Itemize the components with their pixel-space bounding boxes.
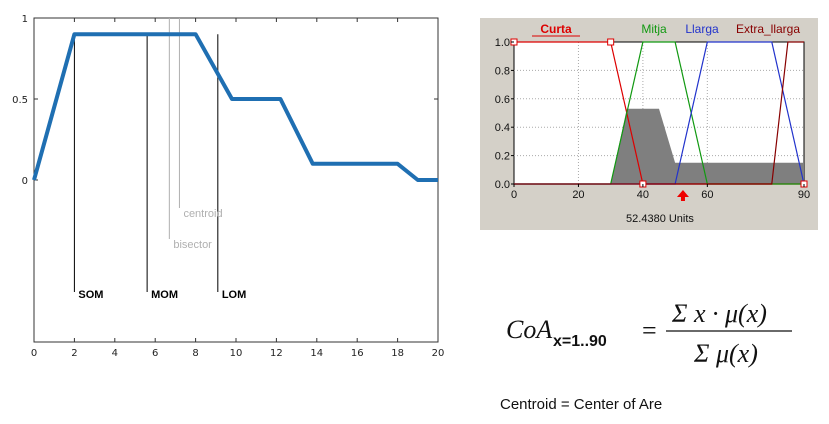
output-arrow-icon[interactable] (676, 190, 689, 201)
x-tick-label: 16 (351, 348, 364, 359)
x-tick-label: 2 (71, 348, 77, 359)
y-tick-label: 0 (22, 176, 28, 187)
defuzz-chart: 0 2 4 6 8 10 12 14 16 18 20 1 0.5 0 SOM MOM LOM centroid… (12, 14, 444, 359)
y-tick-label: 0.6 (495, 94, 510, 106)
lom-marker-label: LOM (222, 289, 246, 301)
x-tick-label: 20 (572, 189, 584, 201)
legend-extra_llarga: Extra_llarga (736, 22, 800, 36)
legend-curta: Curta (540, 22, 572, 36)
formula-equals: = (642, 316, 657, 345)
fuzzy-sets-panel: Curta Mitja Llarga Extra_llarga 0 20 40 60 90 0.… (480, 18, 818, 230)
x-tick-label: 10 (230, 348, 243, 359)
centroid-caption: Centroid = Center of Are (500, 396, 663, 413)
curta-vertex-marker (607, 38, 615, 46)
y-tick-label: 0.4 (495, 122, 510, 134)
x-tick-label: 18 (391, 348, 404, 359)
y-tick-label: 1 (22, 14, 28, 25)
coa-formula: CoA x=1..90 = Σ x · μ(x) Σ μ(x) (506, 299, 792, 368)
x-tick-label: 0 (31, 348, 37, 359)
x-tick-label: 0 (511, 189, 517, 201)
y-tick-label: 1.0 (495, 37, 510, 49)
bisector-marker-label: bisector (173, 239, 212, 251)
x-tick-label: 60 (701, 189, 713, 201)
aggregated-output-area (610, 108, 804, 184)
formula-subscript: x=1..90 (553, 333, 607, 350)
legend-llarga: Llarga (685, 22, 719, 36)
mom-marker-label: MOM (151, 289, 178, 301)
y-tick-label: 0.2 (495, 151, 510, 163)
x-tick-label: 14 (310, 348, 323, 359)
x-tick-label: 12 (270, 348, 283, 359)
formula-numerator: Σ x · μ(x) (671, 299, 767, 328)
x-tick-label: 6 (152, 348, 158, 359)
y-tick-label: 0.8 (495, 65, 510, 77)
defuzz-chart-frame (33, 17, 439, 343)
x-tick-label: 90 (798, 189, 810, 201)
output-membership-line (32, 32, 438, 182)
formula-denominator: Σ μ(x) (693, 339, 758, 368)
legend-mitja: Mitja (641, 22, 667, 36)
x-tick-label: 4 (112, 348, 118, 359)
y-tick-label: 0.5 (12, 95, 28, 106)
x-tick-label: 8 (192, 348, 198, 359)
centroid-marker-label: centroid (183, 208, 222, 220)
formula-lhs: CoA (506, 315, 552, 344)
y-tick-label: 0.0 (495, 179, 510, 191)
output-readout: 52.4380 Units (626, 213, 694, 225)
som-marker-label: SOM (78, 289, 103, 301)
x-tick-label: 20 (432, 348, 445, 359)
x-tick-label: 40 (637, 189, 649, 201)
